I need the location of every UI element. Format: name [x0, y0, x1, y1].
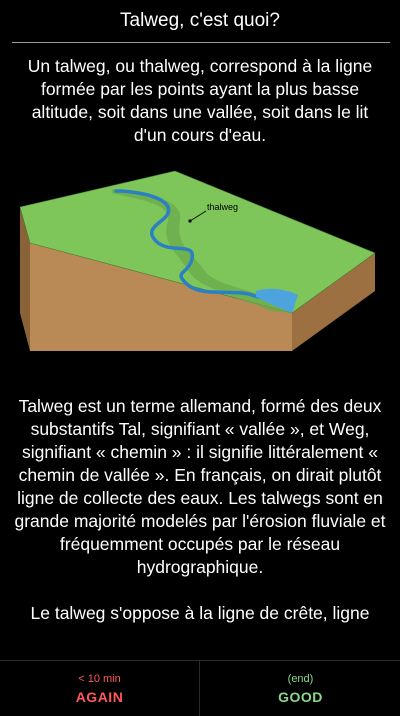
- thalweg-diagram: thalweg: [20, 171, 376, 351]
- card-title: Talweg, c'est quoi?: [120, 10, 280, 31]
- label-point: [188, 219, 192, 223]
- thalweg-label: thalweg: [207, 202, 238, 212]
- terrain-left-side: [20, 207, 30, 351]
- again-interval: < 10 min: [78, 673, 121, 685]
- button-separator: [199, 661, 200, 716]
- terrain-front-side: [30, 243, 292, 351]
- again-label: AGAIN: [75, 689, 124, 705]
- again-button[interactable]: < 10 min AGAIN: [0, 661, 199, 716]
- card-content[interactable]: Un talweg, ou thalweg, correspond à la l…: [0, 55, 400, 660]
- good-interval: (end): [287, 673, 314, 685]
- good-label: GOOD: [278, 689, 323, 705]
- crest-paragraph: Le talweg s'oppose à la ligne de crête, …: [30, 603, 370, 623]
- label-pointer: [189, 210, 207, 222]
- river-path: [114, 189, 288, 307]
- terrain-right-side: [292, 253, 375, 351]
- answer-bar: < 10 min AGAIN (end) GOOD: [0, 660, 400, 716]
- good-button[interactable]: (end) GOOD: [201, 661, 400, 716]
- etymology-paragraph: Talweg est un terme allemand, formé des …: [14, 396, 386, 577]
- river-mouth: [256, 288, 298, 313]
- title-divider: [12, 42, 390, 43]
- terrain-top-surface: [20, 171, 376, 314]
- definition-paragraph: Un talweg, ou thalweg, correspond à la l…: [27, 56, 373, 145]
